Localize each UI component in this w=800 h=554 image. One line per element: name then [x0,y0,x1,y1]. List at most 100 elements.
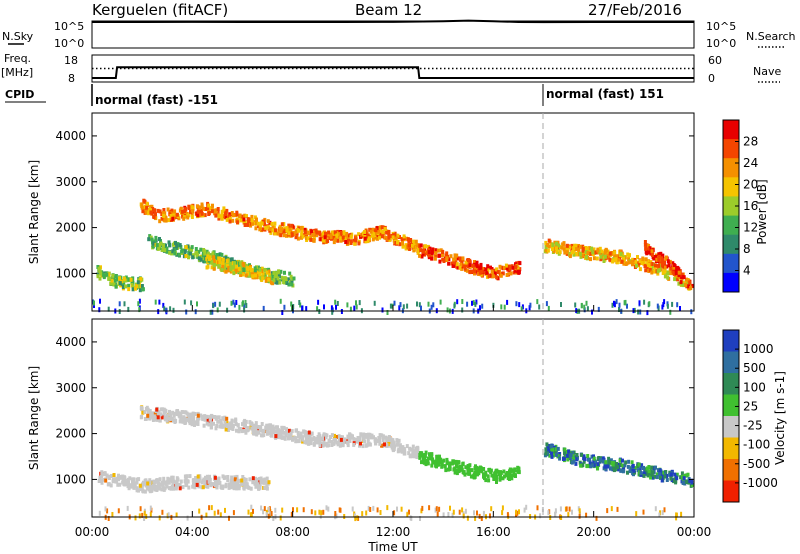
echo-cell [242,268,246,272]
echo-cell [339,435,343,440]
echo-cell [498,477,502,482]
echo-cell [262,274,266,279]
echo-cell [135,477,139,482]
echo-cell [183,474,187,479]
echo-cell [414,239,418,244]
echo-cell [381,435,385,440]
echo-cell [664,256,668,261]
echo-cell [346,234,350,239]
echo-cell [673,472,677,477]
echo-cell [651,470,655,475]
echo-cell [162,407,166,412]
echo-cell [424,459,428,464]
near-range-echo [585,512,588,518]
near-range-echo [279,298,282,304]
near-range-echo [529,302,532,308]
echo-cell [171,213,175,218]
echo-cell [348,432,351,437]
near-range-echo [172,307,175,313]
echo-cell [196,413,200,418]
echo-cell [666,259,670,264]
echo-cell [430,463,434,468]
echo-cell [603,254,607,259]
near-range-echo [501,510,504,516]
near-range-echo [247,509,250,515]
near-range-echo [349,306,352,312]
echo-cell [649,475,653,480]
echo-cell [597,456,601,460]
near-range-echo [243,303,246,309]
echo-cell [276,425,279,430]
near-range-echo [139,506,142,512]
echo-cell [453,256,457,261]
colorbar-swatch [723,139,739,159]
echo-cell [276,276,280,281]
near-range-echo [481,303,484,309]
echo-cell [287,282,291,287]
echo-cell [107,474,111,479]
echo-cell [657,472,661,477]
echo-cell [680,282,684,287]
echo-cell [682,480,686,485]
echo-cell [454,459,458,464]
echo-cell [495,275,499,280]
near-range-echo [99,298,101,304]
near-range-echo [245,303,248,308]
echo-cell [204,475,207,480]
echo-cell [460,464,464,469]
echo-cell [618,249,622,254]
echo-cell [289,433,293,438]
near-range-echo [190,300,193,306]
echo-cell [227,266,231,271]
echo-cell [140,414,144,419]
echo-cell [210,265,214,270]
echo-cell [378,441,382,446]
echo-cell [157,411,161,416]
echo-cell [169,477,173,482]
echo-cell [482,472,485,477]
echo-cell [544,240,548,245]
echo-cell [208,474,211,479]
echo-cell [681,474,684,479]
echo-cell [562,241,566,246]
echo-cell [217,214,221,219]
near-range-echo [272,516,275,521]
echo-cell [135,488,139,493]
echo-cell [158,477,162,482]
echo-cell [292,276,296,281]
echo-cell [403,451,407,455]
echo-cell [607,456,611,461]
echo-cell [261,271,265,276]
echo-cell [396,441,400,446]
echo-cell [516,269,520,274]
echo-cell [139,487,143,492]
echo-cell [457,466,461,470]
near-range-echo [545,301,548,307]
echo-cell [421,457,425,461]
echo-cell [358,437,362,442]
echo-cell [135,486,139,491]
echo-cell [517,467,521,472]
echo-cell [168,412,172,417]
freq-label: Freq. [4,52,31,65]
echo-cell [231,268,235,273]
near-range-echo [373,300,376,306]
echo-cell [264,425,268,430]
near-range-echo [474,301,477,307]
echo-cell [595,256,599,261]
echo-cell [235,474,239,479]
echo-cell [152,414,156,419]
echo-cell [645,265,649,270]
near-range-echo [334,299,337,305]
near-range-echo [416,301,418,307]
near-range-echo [554,512,557,517]
echo-cell [152,483,155,488]
echo-cell [294,235,298,240]
echo-cell [650,249,654,254]
echo-cell [149,204,153,209]
echo-cell [158,219,162,224]
noise-panel-frame [91,20,695,49]
echo-cell [621,463,625,468]
near-range-echo [157,309,160,315]
